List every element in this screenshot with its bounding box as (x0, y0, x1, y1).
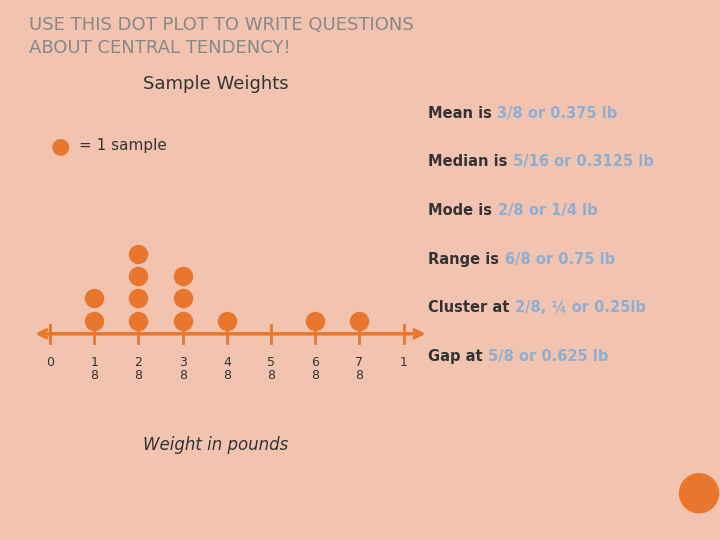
Text: 1: 1 (400, 356, 408, 369)
Text: 2
8: 2 8 (135, 356, 143, 382)
Text: Median is: Median is (428, 154, 513, 170)
Text: ●: ● (675, 465, 720, 517)
Text: ●: ● (50, 136, 70, 156)
Text: 4
8: 4 8 (223, 356, 231, 382)
Text: 1
8: 1 8 (90, 356, 98, 382)
Text: Weight in pounds: Weight in pounds (143, 436, 289, 455)
Text: 6/8 or 0.75 lb: 6/8 or 0.75 lb (505, 252, 615, 267)
Text: 6
8: 6 8 (311, 356, 319, 382)
Text: Gap at: Gap at (428, 349, 488, 364)
Text: Mean is: Mean is (428, 106, 498, 121)
Text: = 1 sample: = 1 sample (79, 138, 167, 153)
Text: 3/8 or 0.375 lb: 3/8 or 0.375 lb (498, 106, 618, 121)
Text: Sample Weights: Sample Weights (143, 75, 289, 93)
Text: USE THIS DOT PLOT TO WRITE QUESTIONS
ABOUT CENTRAL TENDENCY!: USE THIS DOT PLOT TO WRITE QUESTIONS ABO… (29, 16, 413, 57)
Text: 5/16 or 0.3125 lb: 5/16 or 0.3125 lb (513, 154, 654, 170)
Text: Cluster at: Cluster at (428, 300, 515, 315)
Text: 7
8: 7 8 (356, 356, 364, 382)
Text: 0: 0 (46, 356, 54, 369)
Text: 2/8 or 1/4 lb: 2/8 or 1/4 lb (498, 203, 597, 218)
Text: Mode is: Mode is (428, 203, 498, 218)
Text: 5/8 or 0.625 lb: 5/8 or 0.625 lb (488, 349, 608, 364)
Text: 5
8: 5 8 (267, 356, 275, 382)
Text: 3
8: 3 8 (179, 356, 186, 382)
Text: Range is: Range is (428, 252, 505, 267)
Text: 2/8, ¼ or 0.25lb: 2/8, ¼ or 0.25lb (515, 300, 646, 315)
